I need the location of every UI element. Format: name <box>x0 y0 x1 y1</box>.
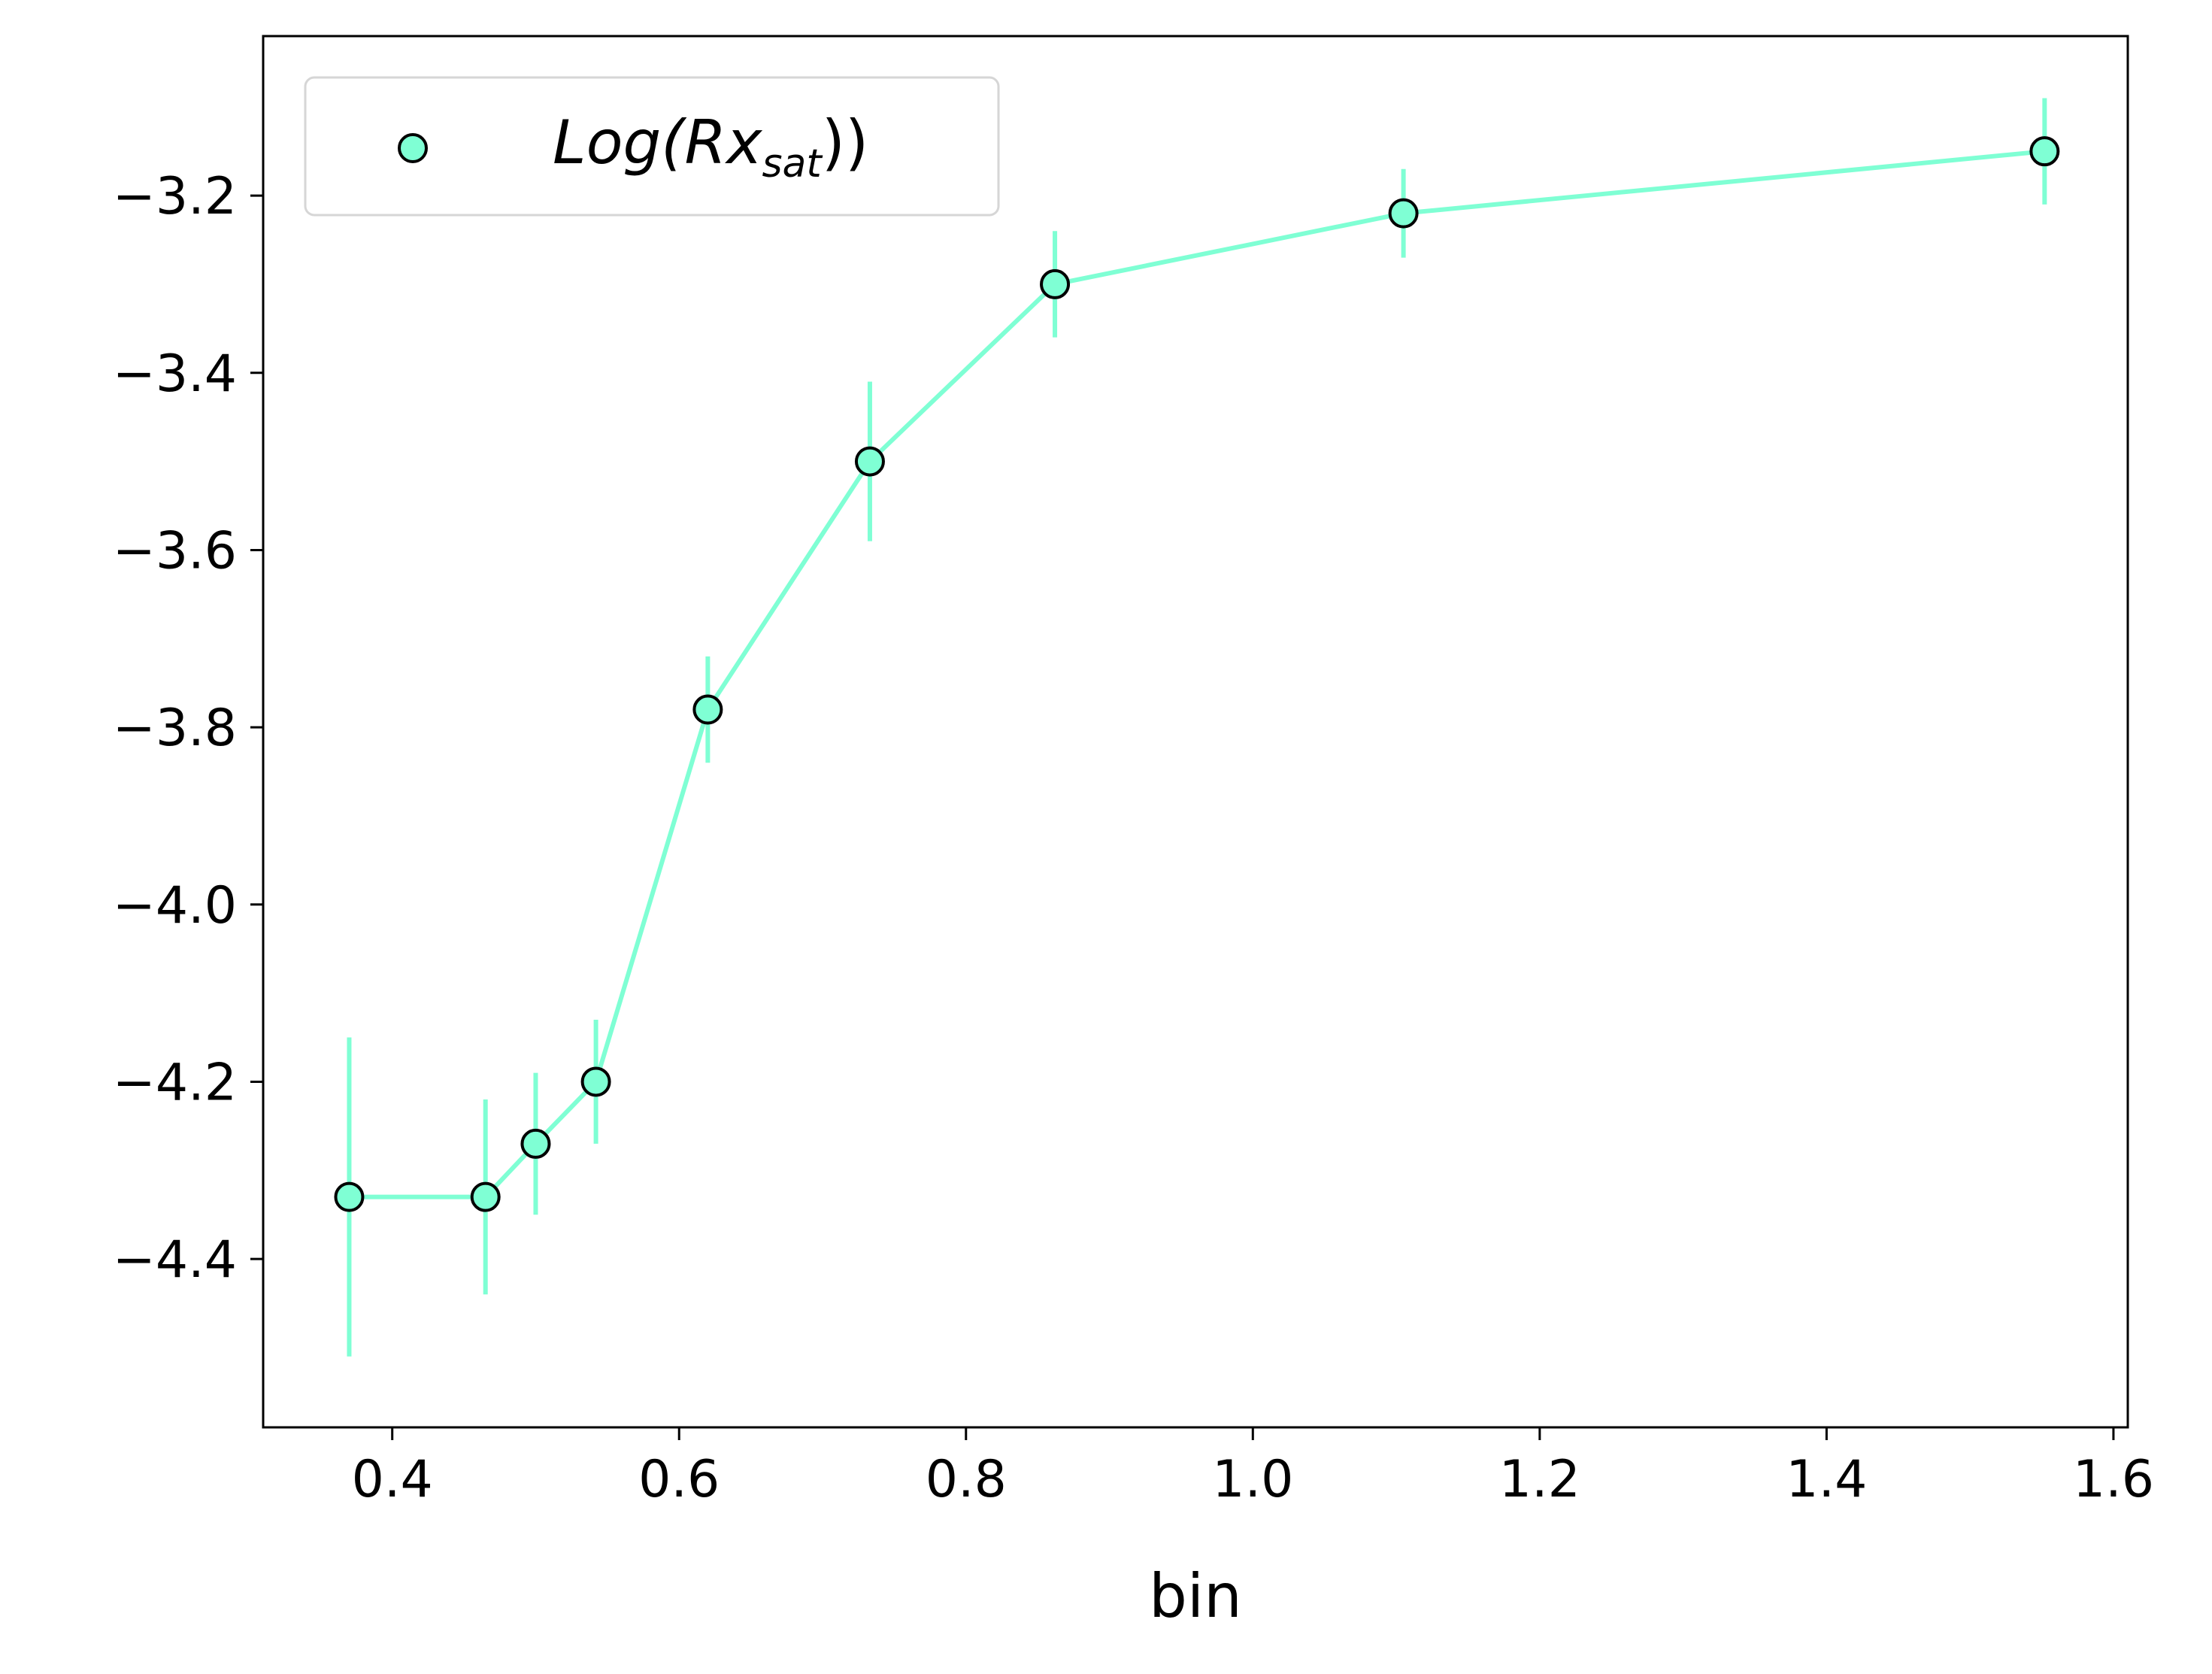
y-tick-label: −4.2 <box>113 1053 237 1112</box>
x-tick-label: 1.2 <box>1499 1450 1580 1509</box>
x-tick-label: 0.6 <box>638 1450 720 1509</box>
y-tick-label: −3.4 <box>113 344 237 404</box>
plot-frame <box>262 35 2129 1429</box>
legend-box <box>304 76 1000 217</box>
data-point <box>1040 268 1071 299</box>
x-tick-label: 1.6 <box>2073 1450 2154 1509</box>
data-point <box>334 1181 365 1212</box>
plot-background <box>263 36 2128 1427</box>
y-tick-label: −3.2 <box>113 167 237 226</box>
x-tick-label: 0.4 <box>352 1450 433 1509</box>
legend: Log(Rxsat)) <box>304 76 1000 217</box>
y-tick-label: −4.0 <box>113 876 237 936</box>
y-tick-label: −3.8 <box>113 699 237 758</box>
legend-main: Log(Rx <box>553 108 763 177</box>
legend-tail: )) <box>822 108 868 177</box>
data-point <box>2029 136 2060 167</box>
data-point <box>470 1181 501 1212</box>
data-point <box>520 1128 551 1159</box>
x-axis-label: bin <box>1149 1561 1242 1631</box>
legend-sub: sat <box>762 141 823 187</box>
data-point <box>1388 198 1419 229</box>
data-point <box>580 1066 611 1097</box>
y-tick-label: −3.6 <box>113 521 237 581</box>
x-axis-ticks: 0.4 0.6 0.8 1.0 1.2 1.4 1.6 <box>352 1427 2154 1509</box>
legend-entry: Log(Rxsat)) <box>553 108 868 187</box>
x-tick-label: 1.0 <box>1212 1450 1293 1509</box>
data-point <box>854 446 885 477</box>
series-layer <box>334 98 2060 1357</box>
x-tick-label: 0.8 <box>926 1450 1007 1509</box>
data-point <box>692 694 723 725</box>
y-tick-label: −4.4 <box>113 1230 237 1290</box>
legend-marker <box>398 133 428 163</box>
y-axis-ticks: −4.4 −4.2 −4.0 −3.8 −3.6 −3.4 −3.2 <box>113 167 263 1290</box>
x-tick-label: 1.4 <box>1786 1450 1867 1509</box>
